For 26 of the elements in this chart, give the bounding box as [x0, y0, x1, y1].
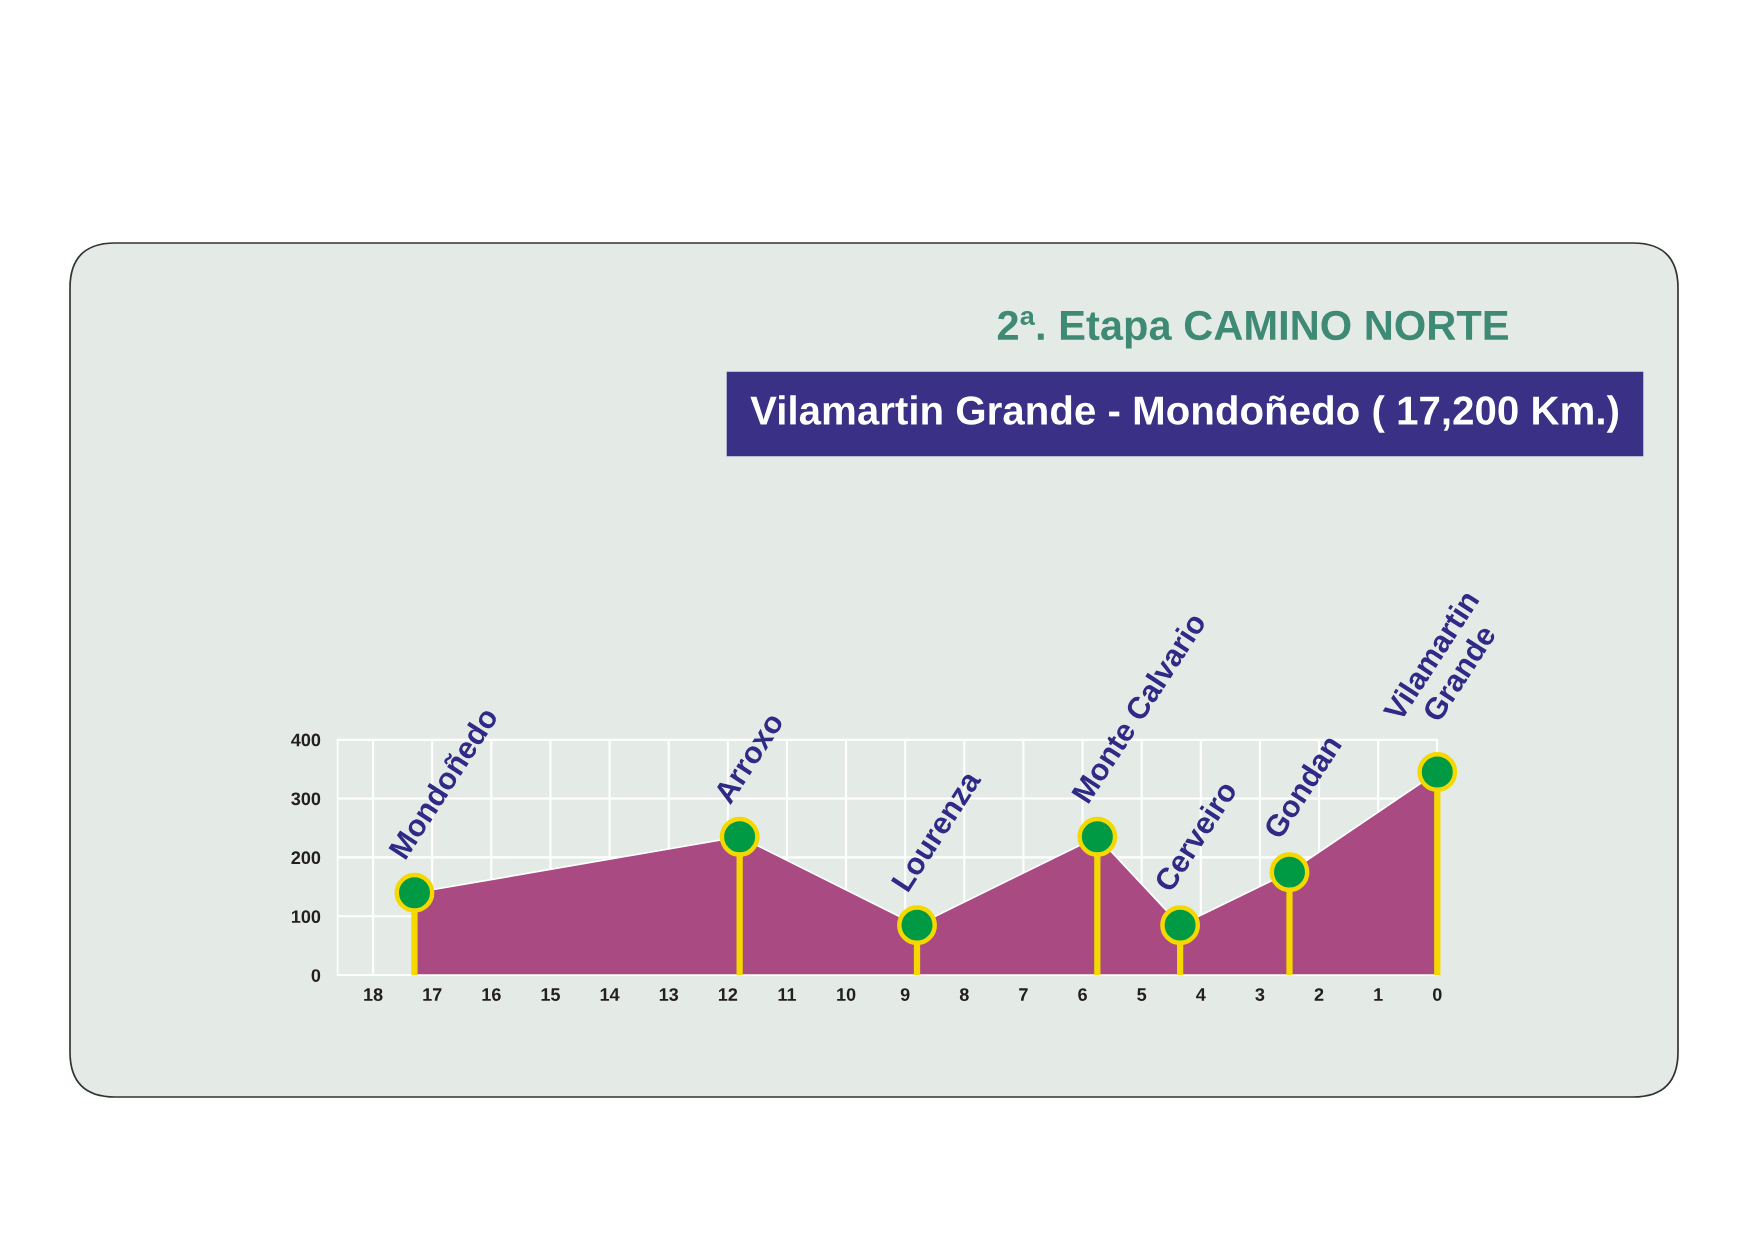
x-tick-label: 18: [364, 988, 383, 1001]
x-tick-label: 10: [837, 988, 856, 1001]
x-tick-label: 17: [423, 988, 442, 1001]
x-tick-label: 6: [1078, 988, 1087, 1001]
x-tick-label: 3: [1255, 988, 1265, 1001]
x-tick-label: 4: [1196, 988, 1206, 1001]
x-tick-label: 7: [1019, 988, 1028, 1001]
x-tick-label: 8: [959, 988, 969, 1001]
y-tick-label: 300: [291, 792, 321, 806]
x-tick-label: 9: [900, 988, 910, 1001]
x-tick-label: 1: [1374, 988, 1383, 1001]
y-tick-label: 400: [291, 733, 321, 747]
x-tick-label: 16: [482, 988, 501, 1001]
chart-title: 2ª. Etapa CAMINO NORTE: [997, 310, 1508, 349]
x-tick-label: 5: [1137, 988, 1147, 1001]
x-tick-label: 11: [778, 988, 796, 1001]
y-tick-label: 200: [291, 851, 321, 865]
x-tick-label: 15: [541, 988, 560, 1001]
x-tick-label: 0: [1432, 988, 1442, 1001]
x-tick-label: 13: [659, 988, 679, 1001]
chart-subtitle: Vilamartin Grande - Mondoñedo ( 17,200 Km.): [750, 395, 1618, 433]
y-tick-label: 100: [291, 910, 321, 924]
x-tick-label: 14: [600, 988, 620, 1001]
x-tick-label: 2: [1314, 988, 1324, 1001]
y-tick-label: 0: [311, 969, 321, 982]
x-tick-label: 12: [718, 988, 738, 1001]
